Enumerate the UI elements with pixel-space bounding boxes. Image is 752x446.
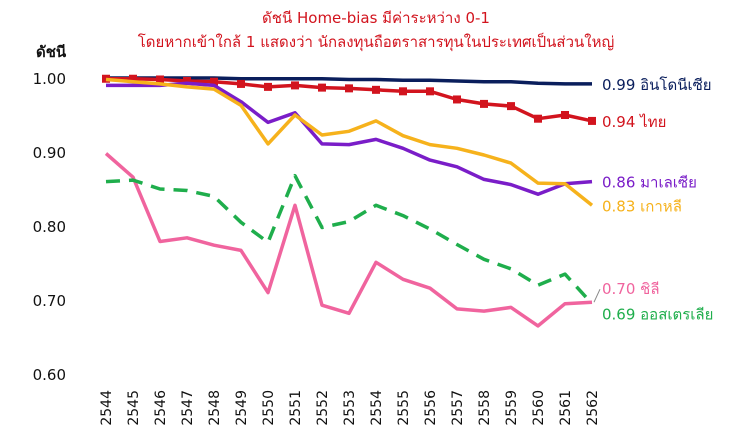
series-end-value: 0.86 (602, 174, 640, 192)
series-point (237, 79, 245, 88)
series-point (426, 87, 434, 96)
x-tick-label: 2544 (99, 390, 115, 426)
chart-subtitle: โดยหากเข้าใกล้ 1 แสดงว่า นักลงทุนถือตราส… (137, 33, 615, 51)
series-end-label: 0.70 ชิลี (602, 280, 660, 298)
series-name: อินโดนีเซีย (640, 76, 711, 94)
series-end-label: 0.94 ไทย (602, 113, 666, 131)
series-end-value: 0.69 (602, 306, 640, 324)
series-point (291, 81, 299, 90)
series-end-label: 0.99 อินโดนีเซีย (602, 76, 712, 94)
x-tick-label: 2556 (423, 390, 439, 426)
x-tick-label: 2549 (234, 390, 250, 426)
series-end-value: 0.94 (602, 113, 640, 131)
x-tick-label: 2552 (315, 390, 331, 426)
series-end-label: 0.86 มาเลเซีย (602, 174, 697, 192)
series-point (399, 87, 407, 96)
series-name: ไทย (639, 113, 666, 131)
series-point (210, 77, 218, 86)
x-tick-label: 2545 (126, 390, 142, 426)
x-tick-label: 2559 (504, 390, 520, 426)
x-tick-label: 2553 (342, 390, 358, 426)
series-point (156, 75, 164, 84)
x-tick-label: 2547 (180, 390, 196, 426)
x-tick-label: 2560 (531, 390, 547, 426)
series-point (372, 85, 380, 94)
chart-title: ดัชนี Home-bias มีค่าระหว่าง 0-1 (262, 9, 490, 27)
x-tick-label: 2561 (558, 390, 574, 426)
series-point (507, 102, 515, 111)
series-line (104, 152, 593, 328)
y-tick-label: 0.80 (33, 218, 66, 236)
series-point (183, 76, 191, 85)
x-tick-label: 2550 (261, 390, 277, 426)
series-end-value: 0.99 (602, 76, 640, 94)
y-tick-label: 1.00 (33, 70, 66, 88)
x-tick-label: 2554 (369, 390, 385, 426)
x-tick-label: 2555 (396, 390, 412, 426)
series-name: ชิลี (640, 280, 659, 298)
label-leader-line (593, 289, 601, 303)
series-point (453, 95, 461, 104)
y-axis-label: ดัชนี (36, 43, 67, 61)
series-point (318, 83, 326, 92)
series-point (102, 74, 110, 83)
y-tick-label: 0.90 (33, 144, 66, 162)
series-point (345, 84, 353, 93)
series-end-label: 0.83 เกาหลี (602, 197, 682, 215)
x-tick-label: 2548 (207, 390, 223, 426)
series-point (129, 74, 137, 83)
x-tick-label: 2562 (585, 390, 601, 426)
series-name: เกาหลี (640, 197, 682, 215)
y-tick-label: 0.70 (33, 292, 66, 310)
x-tick-label: 2546 (153, 390, 169, 426)
series-point (480, 99, 488, 108)
series-point (588, 116, 596, 125)
series-name: ออสเตรเลีย (640, 306, 713, 324)
series-name: มาเลเซีย (640, 174, 697, 192)
series-point (264, 82, 272, 91)
series-line (105, 77, 594, 207)
x-tick-label: 2558 (477, 390, 493, 426)
x-tick-label: 2557 (450, 390, 466, 426)
series-line (106, 81, 593, 196)
series-point (534, 114, 542, 123)
y-tick-label: 0.60 (33, 366, 66, 384)
series-end-value: 0.70 (602, 280, 640, 298)
series-line (105, 173, 594, 305)
series-end-value: 0.83 (602, 197, 640, 215)
series-end-label: 0.69 ออสเตรเลีย (602, 306, 713, 324)
series-point (561, 111, 569, 119)
x-tick-label: 2551 (288, 390, 304, 426)
